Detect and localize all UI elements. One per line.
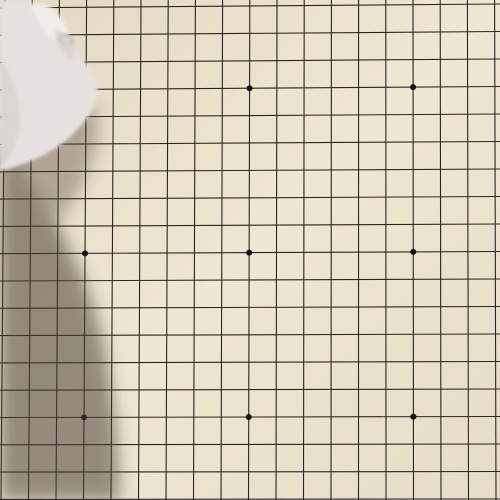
star-point[interactable] <box>82 250 89 257</box>
hand-icon <box>0 0 98 170</box>
star-point[interactable] <box>246 85 253 92</box>
grid-line-vertical <box>137 0 142 500</box>
grid-line-horizontal <box>0 30 500 36</box>
grid-line-vertical <box>302 0 305 500</box>
star-point[interactable] <box>410 248 417 255</box>
grid-line-horizontal <box>0 195 500 200</box>
star-point[interactable] <box>410 84 417 91</box>
star-point[interactable] <box>410 413 417 420</box>
star-point[interactable] <box>245 414 252 421</box>
grid-line-horizontal <box>0 223 500 227</box>
grid-line-horizontal <box>0 3 500 9</box>
star-point[interactable] <box>246 249 253 256</box>
